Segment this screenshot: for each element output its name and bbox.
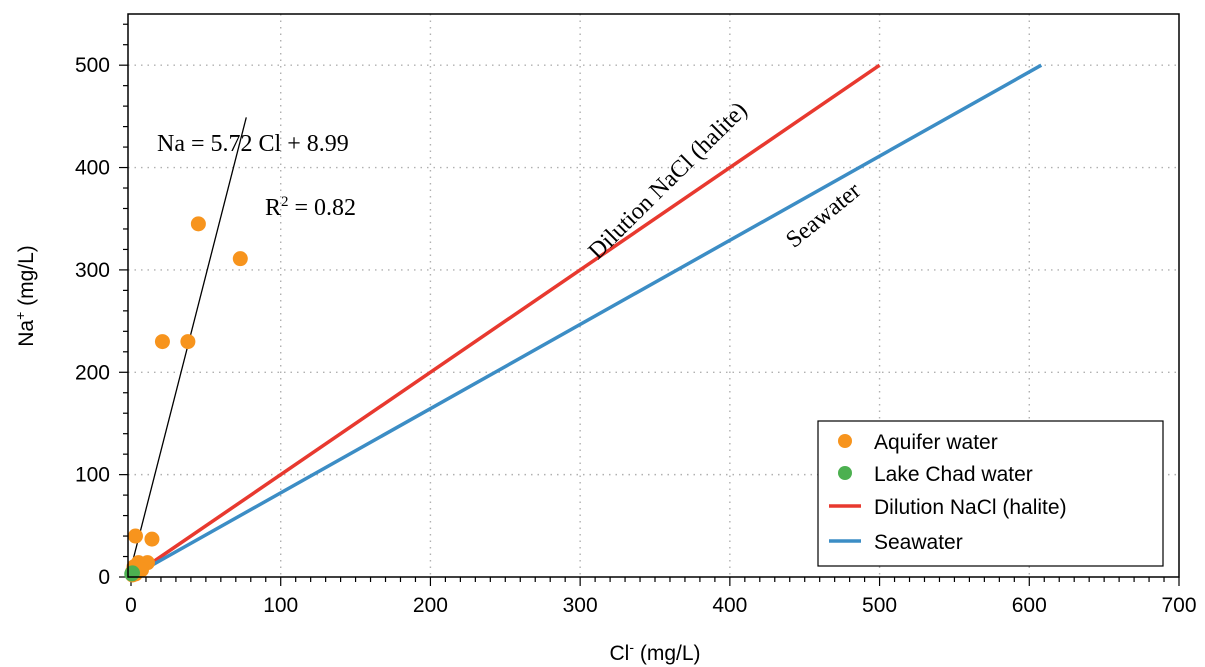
data-point-aquifer-water — [144, 531, 160, 547]
x-tick-label: 100 — [263, 594, 298, 617]
y-tick-label: 200 — [75, 361, 110, 384]
y-axis-title-unit: (mg/L) — [15, 245, 38, 312]
x-axis-title-superscript: - — [629, 639, 634, 655]
y-axis-title: Na+ (mg/L) — [12, 245, 38, 347]
y-axis-title-superscript: + — [12, 312, 28, 320]
legend-label-seawater: Seawater — [874, 531, 963, 554]
series-line-seawater — [130, 63, 1043, 579]
legend-label-lake-chad: Lake Chad water — [874, 463, 1033, 486]
data-point-aquifer-water — [180, 334, 196, 350]
x-tick-label: 0 — [125, 594, 137, 617]
legend: Aquifer water Lake Chad water Dilution N… — [817, 420, 1164, 567]
y-tick-label: 300 — [75, 259, 110, 282]
x-axis-title: Cl- (mg/L) — [609, 639, 700, 665]
x-tick-label: 700 — [1161, 594, 1196, 617]
r-squared-superscript: 2 — [281, 194, 289, 210]
x-tick-label: 500 — [862, 594, 897, 617]
data-point-aquifer-water — [127, 528, 143, 544]
series-lines — [130, 63, 1043, 579]
data-point-aquifer-water — [190, 216, 206, 232]
legend-label-aquifer: Aquifer water — [874, 431, 998, 454]
y-tick-label: 100 — [75, 464, 110, 487]
x-tick-label: 200 — [413, 594, 448, 617]
legend-box — [817, 420, 1164, 567]
legend-label-halite: Dilution NaCl (halite) — [874, 496, 1067, 519]
data-point-aquifer-water — [232, 251, 248, 267]
r-squared-prefix: R — [265, 195, 281, 221]
legend-marker-lake-chad — [838, 466, 852, 480]
x-tick-label: 400 — [712, 594, 747, 617]
x-tick-label: 300 — [563, 594, 598, 617]
data-point-lake-chad-water — [124, 565, 140, 581]
x-ticks: 0 100 200 300 400 500 600 700 — [125, 577, 1197, 617]
legend-marker-aquifer — [838, 434, 852, 448]
x-axis-title-main: Cl — [609, 642, 629, 665]
r-squared-label: R2 = 0.82 — [265, 194, 356, 221]
y-axis-title-main: Na — [15, 320, 38, 347]
x-axis-title-unit: (mg/L) — [634, 642, 701, 665]
regression-equation: Na = 5.72 Cl + 8.99 — [157, 131, 349, 157]
data-point-aquifer-water — [154, 334, 170, 350]
y-tick-label: 500 — [75, 54, 110, 77]
y-tick-label: 0 — [98, 566, 110, 589]
plot-frame — [127, 13, 1180, 578]
y-tick-label: 400 — [75, 157, 110, 180]
r-squared-value: = 0.82 — [289, 195, 357, 221]
series-line-dilution-nacl-halite — [130, 63, 881, 579]
y-ticks: 0 100 200 300 400 500 — [75, 23, 128, 589]
x-tick-label: 600 — [1012, 594, 1047, 617]
